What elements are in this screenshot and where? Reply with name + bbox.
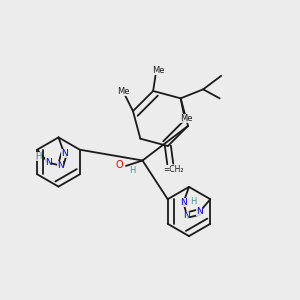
Text: H: H [35,152,42,161]
Text: =CH₂: =CH₂ [163,165,184,174]
Text: N: N [57,161,64,170]
Text: H: H [129,166,135,175]
Text: O: O [116,160,123,170]
Text: H: H [190,197,196,206]
Text: N: N [180,198,187,207]
Text: Me: Me [117,87,129,96]
Text: N: N [45,158,51,167]
Text: N: N [184,211,190,220]
Text: N: N [196,208,203,217]
Text: Me: Me [180,114,192,123]
Text: N: N [61,149,68,158]
Text: Me: Me [152,66,164,75]
